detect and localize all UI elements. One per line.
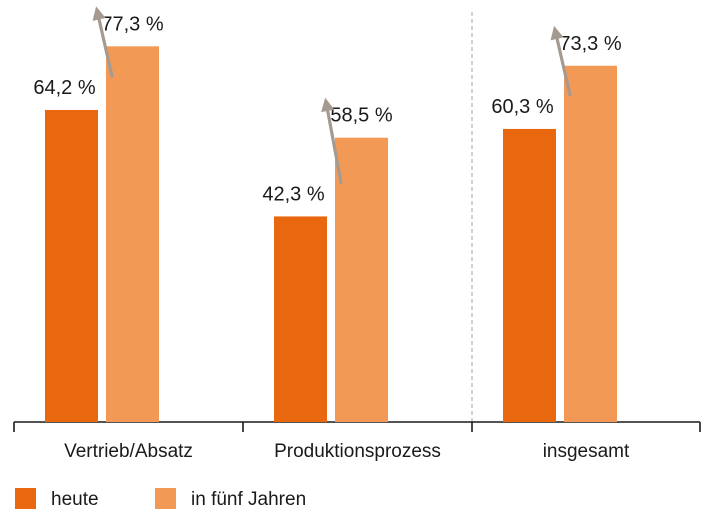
data-label: 77,3 % <box>101 13 163 35</box>
category-labels-layer: Vertrieb/Absatz Produktionsprozess insgesa… <box>64 441 630 462</box>
legend-label: heute <box>51 489 99 510</box>
legend-swatch <box>155 488 176 509</box>
trend-arrow <box>321 97 343 185</box>
bars-layer <box>45 46 617 423</box>
bar-heute-0 <box>45 109 98 422</box>
legend-swatch <box>15 488 36 509</box>
trend-arrow <box>92 6 114 78</box>
data-label: 73,3 % <box>559 33 621 55</box>
value-labels-layer: 64,2 % 77,3 % 42,3 % 58,5 % 60,3 % 73,3 % <box>33 13 621 205</box>
bar-heute-2 <box>503 128 556 422</box>
trend-arrow <box>550 25 572 97</box>
category-label: Produktionsprozess <box>274 441 441 462</box>
legend-label: in fünf Jahren <box>191 489 306 510</box>
data-label: 64,2 % <box>33 77 95 99</box>
legend: heute in fünf Jahren <box>15 488 306 510</box>
data-label: 58,5 % <box>330 105 392 127</box>
data-label: 60,3 % <box>491 96 553 118</box>
bar-in-fuenf-jahren-0 <box>106 46 159 423</box>
category-label: Vertrieb/Absatz <box>64 441 193 462</box>
bar-heute-1 <box>274 216 327 422</box>
arrows-layer <box>92 6 572 185</box>
data-label: 42,3 % <box>262 183 324 205</box>
category-label: insgesamt <box>543 441 630 462</box>
bar-in-fuenf-jahren-2 <box>564 65 617 423</box>
bar-in-fuenf-jahren-1 <box>335 137 388 422</box>
